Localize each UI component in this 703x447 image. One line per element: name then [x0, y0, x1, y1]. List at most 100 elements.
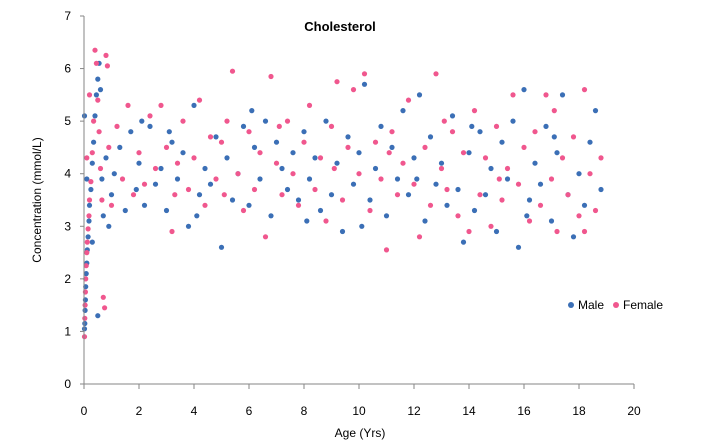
- x-tick-label: 12: [407, 404, 421, 418]
- female-data-point: [84, 250, 90, 256]
- x-tick-label: 4: [191, 404, 198, 418]
- male-data-point: [526, 197, 533, 203]
- female-data-point: [411, 181, 417, 187]
- male-data-point: [383, 213, 390, 219]
- male-data-point: [117, 144, 123, 150]
- male-data-point: [103, 155, 109, 161]
- female-data-point: [441, 118, 447, 124]
- female-data-point: [367, 207, 373, 214]
- female-data-point: [559, 155, 566, 161]
- chart-title: Cholesterol: [304, 19, 376, 34]
- male-data-point: [290, 150, 296, 156]
- male-data-point: [359, 223, 365, 229]
- male-data-point: [460, 239, 467, 245]
- male-data-point: [218, 244, 225, 250]
- female-data-point: [471, 108, 478, 114]
- male-data-point: [400, 108, 406, 114]
- male-data-point: [91, 139, 97, 145]
- female-data-point: [504, 165, 511, 172]
- female-data-point: [361, 71, 368, 77]
- female-data-point: [218, 139, 225, 145]
- male-data-point: [493, 228, 500, 235]
- female-data-point: [521, 144, 527, 150]
- male-data-point: [82, 320, 88, 327]
- female-data-point: [400, 160, 406, 166]
- male-data-point: [405, 192, 412, 198]
- male-data-point: [95, 313, 101, 319]
- female-data-point: [83, 263, 89, 269]
- female-data-point: [82, 315, 88, 321]
- male-data-point: [438, 160, 445, 166]
- female-data-point: [394, 192, 401, 198]
- female-data-point: [86, 92, 93, 98]
- male-data-point: [427, 134, 434, 140]
- female-data-point: [543, 92, 549, 98]
- male-data-point: [455, 186, 461, 193]
- female-data-point: [240, 207, 247, 214]
- male-data-point: [356, 150, 362, 156]
- x-tick-label: 10: [352, 404, 366, 418]
- female-data-point: [482, 155, 489, 161]
- male-data-point: [328, 192, 335, 198]
- female-data-point: [99, 197, 105, 203]
- female-data-point: [581, 228, 588, 235]
- male-data-point: [488, 165, 494, 172]
- female-data-point: [284, 118, 291, 124]
- female-data-point: [273, 160, 280, 166]
- legend: Male Female: [568, 298, 663, 312]
- female-data-point: [213, 176, 219, 182]
- female-data-point: [328, 123, 335, 129]
- male-data-point: [249, 108, 255, 114]
- female-data-point: [191, 155, 197, 161]
- male-data-point: [361, 81, 368, 87]
- male-data-point: [213, 134, 219, 140]
- y-axis-title: Concentration (mmol/L): [30, 137, 44, 262]
- female-data-point: [389, 129, 395, 135]
- female-data-point: [576, 213, 582, 219]
- female-data-point: [295, 202, 302, 208]
- female-data-point: [405, 97, 412, 103]
- male-data-point: [86, 218, 92, 224]
- male-data-point: [136, 160, 142, 166]
- female-data-point: [449, 129, 456, 135]
- male-data-point: [570, 234, 577, 240]
- male-data-point: [521, 87, 527, 93]
- male-data-point: [108, 192, 115, 198]
- female-data-point: [331, 165, 337, 172]
- male-data-point: [207, 181, 214, 187]
- female-data-point: [268, 73, 274, 80]
- female-data-point: [554, 228, 560, 235]
- male-data-point: [92, 113, 98, 119]
- male-data-point: [251, 144, 258, 150]
- female-data-point: [499, 197, 505, 203]
- female-data-point: [345, 144, 351, 150]
- female-data-point: [196, 97, 203, 103]
- x-tick-label: 6: [246, 404, 253, 418]
- y-tick-label: 0: [64, 377, 71, 391]
- female-data-point: [460, 150, 467, 156]
- female-data-point: [262, 234, 269, 240]
- female-data-point: [86, 213, 92, 219]
- male-data-point: [306, 176, 313, 182]
- y-tick-label: 4: [64, 167, 71, 181]
- male-data-point: [499, 139, 505, 145]
- male-data-point: [598, 186, 604, 193]
- male-data-point: [411, 155, 417, 161]
- male-data-point: [99, 176, 105, 182]
- x-tick-label: 14: [462, 404, 476, 418]
- male-data-point: [433, 181, 439, 187]
- male-data-point: [339, 228, 346, 235]
- female-data-point: [163, 144, 170, 150]
- female-data-point: [551, 108, 557, 114]
- female-data-point: [235, 171, 241, 177]
- female-data-point: [92, 47, 98, 53]
- female-data-point: [510, 92, 516, 98]
- male-data-point: [166, 129, 172, 135]
- female-data-point: [106, 144, 112, 150]
- male-data-point: [268, 213, 274, 219]
- female-data-point: [102, 305, 108, 311]
- male-data-point: [284, 186, 291, 193]
- male-data-point: [100, 213, 106, 219]
